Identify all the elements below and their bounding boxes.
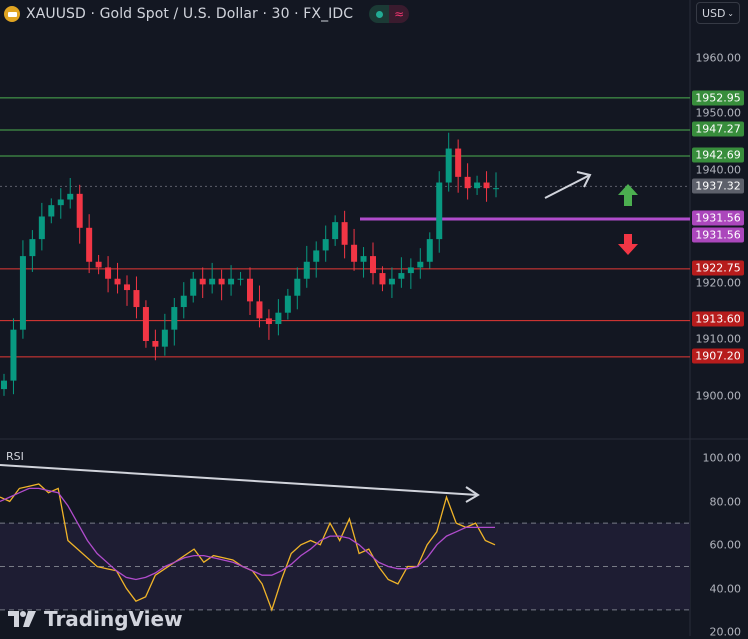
price-tick: 1920.00 bbox=[695, 276, 742, 290]
rsi-tick: 60.00 bbox=[709, 538, 742, 552]
currency-select[interactable]: USD ⌄ bbox=[696, 2, 740, 24]
currency-value: USD bbox=[702, 6, 726, 20]
price-tick: 1900.00 bbox=[695, 389, 742, 403]
price-level-tag: 1913.60 bbox=[692, 311, 744, 327]
price-level-tag: 1907.20 bbox=[692, 348, 744, 364]
rsi-tick: 20.00 bbox=[709, 625, 742, 639]
rsi-tick: 80.00 bbox=[709, 495, 742, 509]
price-level-tag: 1937.32 bbox=[692, 178, 744, 194]
rsi-indicator-label[interactable]: RSI bbox=[6, 450, 24, 463]
price-tick: 1940.00 bbox=[695, 163, 742, 177]
price-level-tag: 1931.56 bbox=[692, 210, 744, 226]
market-open-dot-icon bbox=[369, 5, 390, 23]
gold-bars-icon bbox=[4, 6, 20, 22]
price-level-tag: 1922.75 bbox=[692, 260, 744, 276]
price-level-tag: 1942.69 bbox=[692, 147, 744, 163]
symbol-title[interactable]: XAUUSD · Gold Spot / U.S. Dollar · 30 · … bbox=[26, 6, 354, 22]
price-level-tag: 1931.56 bbox=[692, 227, 744, 243]
price-tick: 1960.00 bbox=[695, 51, 742, 65]
brand-name: TradingView bbox=[44, 607, 183, 631]
symbol-header: XAUUSD · Gold Spot / U.S. Dollar · 30 · … bbox=[4, 3, 410, 25]
wave-icon: ≈ bbox=[389, 5, 410, 23]
chevron-down-icon: ⌄ bbox=[727, 8, 734, 18]
price-tick: 1950.00 bbox=[695, 106, 742, 120]
tradingview-icon bbox=[8, 611, 36, 627]
price-level-tag: 1947.27 bbox=[692, 121, 744, 137]
price-tick: 1910.00 bbox=[695, 332, 742, 346]
tradingview-logo[interactable]: TradingView bbox=[8, 607, 183, 631]
rsi-tick: 40.00 bbox=[709, 582, 742, 596]
market-status[interactable]: ≈ bbox=[369, 5, 410, 23]
price-level-tag: 1952.95 bbox=[692, 90, 744, 106]
rsi-tick: 100.00 bbox=[702, 451, 742, 465]
